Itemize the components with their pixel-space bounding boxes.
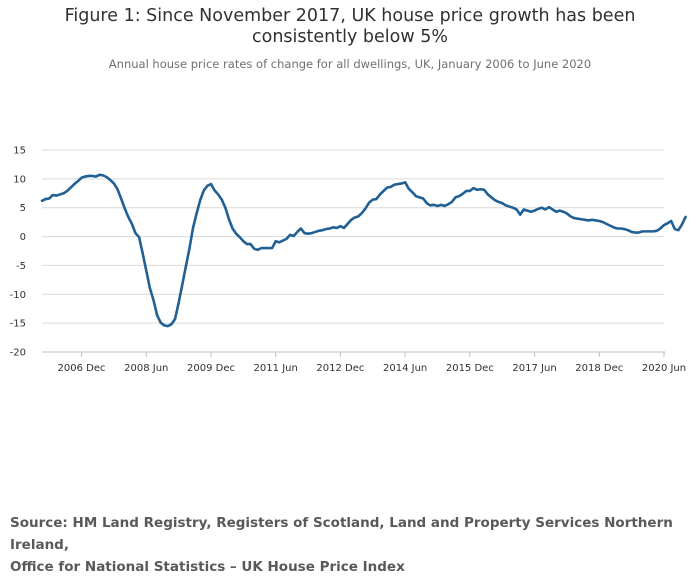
y-tick-label: -5 bbox=[16, 261, 26, 272]
y-tick-label: 10 bbox=[13, 174, 26, 185]
gridlines bbox=[42, 149, 664, 324]
x-axis-ticks: 2006 Dec 2008 Jun 2009 Dec 2011 Jun 2012 Dec… bbox=[58, 352, 686, 374]
x-tick-label: 2015 Dec bbox=[446, 363, 494, 374]
chart-title: Figure 1: Since November 2017, UK house … bbox=[0, 6, 700, 48]
chart-title-line-1: Figure 1: Since November 2017, UK house … bbox=[64, 6, 636, 26]
source-line-2: Office for National Statistics – UK Hous… bbox=[10, 559, 405, 575]
x-tick-label: 2020 Jun bbox=[642, 363, 686, 374]
x-tick-label: 2018 Dec bbox=[575, 363, 623, 374]
series-layer bbox=[40, 173, 687, 328]
series-line bbox=[40, 173, 687, 328]
x-tick-label: 2017 Jun bbox=[512, 363, 556, 374]
x-tick-label: 2014 Jun bbox=[383, 363, 427, 374]
x-tick-label: 2006 Dec bbox=[58, 363, 106, 374]
source-note: Source: HM Land Registry, Registers of S… bbox=[10, 512, 690, 578]
y-tick-label: -10 bbox=[10, 290, 26, 301]
chart-subtitle: Annual house price rates of change for a… bbox=[108, 57, 592, 71]
x-tick-label: 2012 Dec bbox=[316, 363, 364, 374]
y-tick-label: 5 bbox=[20, 203, 26, 214]
y-tick-label: 0 bbox=[20, 232, 26, 243]
line-chart: 15 10 5 0 -5 -10 -15 -20 2006 Dec 2008 Jun 2009 D… bbox=[10, 146, 687, 374]
chart-title-line-2: consistently below 5% bbox=[252, 27, 448, 47]
x-tick-label: 2009 Dec bbox=[187, 363, 235, 374]
source-line-1: Source: HM Land Registry, Registers of S… bbox=[10, 515, 673, 553]
y-axis-ticks: 15 10 5 0 -5 -10 -15 -20 bbox=[10, 146, 26, 359]
x-tick-label: 2011 Jun bbox=[254, 363, 298, 374]
y-tick-label: 15 bbox=[13, 146, 26, 157]
y-tick-label: -15 bbox=[10, 319, 26, 330]
y-tick-label: -20 bbox=[10, 348, 26, 359]
x-tick-label: 2008 Jun bbox=[124, 363, 168, 374]
